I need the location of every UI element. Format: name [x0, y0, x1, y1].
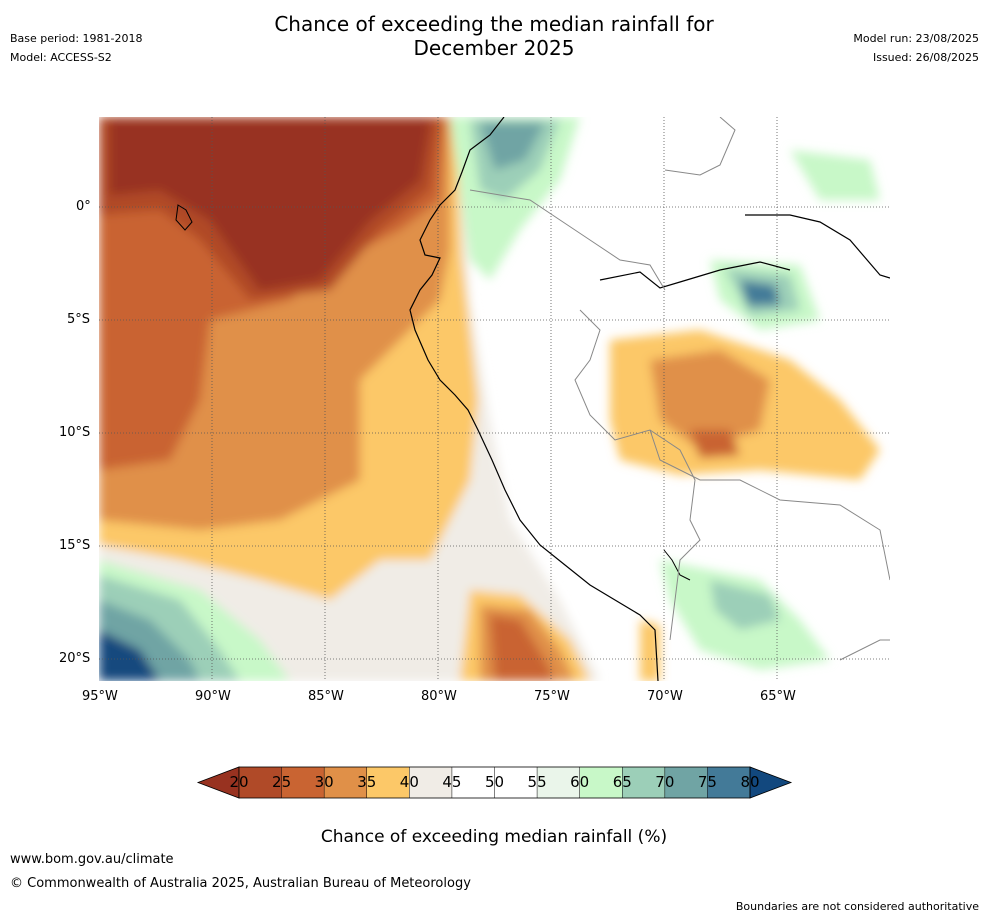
colorbar-tick-label: 25: [272, 773, 292, 791]
title-line-2: December 2025: [413, 36, 575, 60]
coastline: [175, 117, 890, 681]
colorbar-segment: [664, 767, 708, 798]
map-title: Chance of exceeding the median rainfall …: [0, 12, 988, 60]
lat-label-20s: 20°S: [59, 651, 91, 666]
colorbar-tick-label: 55: [527, 773, 547, 791]
colorbar-segment: [579, 767, 623, 798]
model-text: Model: ACCESS-S2: [10, 51, 112, 64]
colorbar-segment: [622, 767, 665, 798]
colorbar-segment: [324, 767, 367, 798]
colorbar-segment: [281, 767, 325, 798]
map-gridlines: [99, 117, 890, 681]
colorbar-tick-label: 45: [442, 773, 462, 791]
colorbar-label: Chance of exceeding median rainfall (%): [320, 827, 668, 847]
footer-disclaimer: Boundaries are not considered authoritat…: [735, 900, 979, 913]
colorbar-tick-label: 50: [484, 773, 505, 791]
colorbar-tick-label: 75: [697, 773, 717, 791]
colorbar-tick-label: 70: [655, 773, 675, 791]
colorbar-segment: [451, 767, 495, 798]
lon-label-90w: 90°W: [195, 689, 231, 704]
colorbar-segment: [537, 767, 580, 798]
lat-label-15s: 15°S: [59, 538, 91, 553]
colorbar-tick-label: 40: [399, 773, 419, 791]
colorbar-tick-label: 80: [740, 773, 760, 791]
lon-label-70w: 70°W: [647, 689, 683, 704]
colorbar-segment: [409, 767, 452, 798]
lat-label-0: 0°: [76, 199, 91, 214]
base-period-text: Base period: 1981-2018: [10, 32, 143, 45]
colorbar-tick-label: 60: [570, 773, 590, 791]
footer-copyright: © Commonwealth of Australia 2025, Austra…: [10, 876, 471, 891]
colorbar-tick-label: 20: [229, 773, 249, 791]
rainfall-probability-field: [99, 117, 890, 681]
lat-label-5s: 5°S: [67, 312, 91, 327]
lon-label-95w: 95°W: [82, 689, 118, 704]
lon-label-85w: 85°W: [308, 689, 344, 704]
colorbar-tick-label: 30: [314, 773, 334, 791]
colorbar-segment: [707, 767, 750, 798]
lon-label-80w: 80°W: [421, 689, 457, 704]
footer-url[interactable]: www.bom.gov.au/climate: [10, 852, 174, 867]
title-line-1: Chance of exceeding the median rainfall …: [274, 12, 714, 36]
colorbar: [196, 766, 793, 799]
colorbar-tick-label: 35: [357, 773, 377, 791]
issued-text: Issued: 26/08/2025: [872, 51, 979, 64]
colorbar-segment: [366, 767, 410, 798]
colorbar-segment: [494, 767, 538, 798]
model-run-text: Model run: 23/08/2025: [853, 32, 979, 45]
country-boundaries: [469, 117, 890, 661]
lon-label-65w: 65°W: [760, 689, 796, 704]
colorbar-segment: [239, 767, 282, 798]
colorbar-tick-label: 65: [612, 773, 632, 791]
lat-label-10s: 10°S: [59, 425, 91, 440]
lon-label-75w: 75°W: [534, 689, 570, 704]
